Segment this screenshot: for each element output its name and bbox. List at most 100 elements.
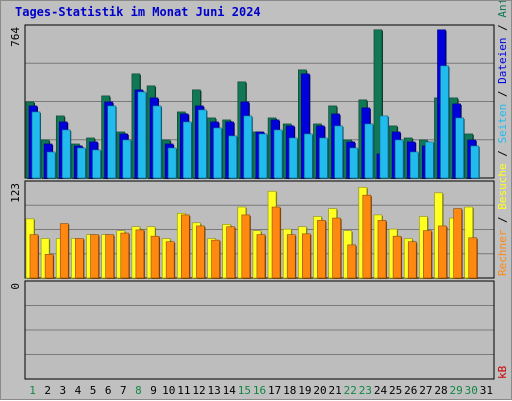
x-tick-day-3: 3 — [60, 384, 67, 397]
bar-seiten-day-21 — [334, 125, 343, 179]
bar-rechner-day-27 — [423, 230, 432, 279]
bar-seiten-day-24 — [379, 115, 389, 179]
bar-seiten-day-7 — [122, 139, 132, 179]
bar-rechner-day-25 — [392, 235, 402, 279]
bar-seiten-day-15 — [243, 115, 253, 179]
bar-seiten-day-14 — [228, 135, 237, 179]
x-tick-day-26: 26 — [404, 384, 417, 397]
bar-seiten-day-16 — [258, 133, 268, 179]
bar-rechner-day-9 — [150, 235, 160, 279]
bar-rechner-day-6 — [105, 234, 114, 279]
bar-seiten-day-11 — [182, 121, 192, 179]
bar-seiten-day-1 — [31, 111, 41, 179]
bar-seiten-day-20 — [319, 137, 328, 179]
bar-seiten-day-12 — [198, 109, 207, 179]
bar-seiten-day-23 — [364, 123, 374, 179]
bar-seiten-day-27 — [425, 141, 434, 179]
x-tick-day-22: 22 — [344, 384, 357, 397]
x-tick-day-12: 12 — [192, 384, 205, 397]
bottom-panel-frame — [24, 280, 495, 380]
x-tick-day-23: 23 — [359, 384, 372, 397]
mid-max-label: 123 — [9, 183, 22, 203]
x-tick-day-5: 5 — [90, 384, 97, 397]
bar-rechner-day-10 — [165, 241, 175, 279]
bar-rechner-day-26 — [407, 241, 417, 279]
x-tick-day-1: 1 — [29, 384, 36, 397]
x-tick-day-9: 9 — [150, 384, 157, 397]
bar-seiten-day-3 — [61, 129, 71, 179]
bar-seiten-day-17 — [273, 129, 283, 179]
bar-rechner-day-21 — [332, 217, 341, 279]
bar-seiten-day-22 — [349, 147, 359, 179]
bar-rechner-day-28 — [438, 225, 447, 279]
legend-besuche: Besuche — [496, 163, 509, 209]
bar-rechner-day-19 — [302, 233, 311, 279]
bar-rechner-day-22 — [347, 244, 357, 279]
x-tick-day-14: 14 — [223, 384, 237, 397]
x-tick-day-29: 29 — [450, 384, 463, 397]
legend-sep: / — [496, 210, 509, 230]
bar-rechner-day-20 — [317, 220, 326, 279]
bar-seiten-day-9 — [152, 105, 162, 179]
x-tick-day-18: 18 — [283, 384, 296, 397]
x-tick-day-15: 15 — [238, 384, 251, 397]
bar-seiten-day-6 — [107, 105, 116, 179]
legend-dateien: Dateien — [496, 38, 509, 84]
bar-seiten-day-28 — [440, 65, 449, 179]
x-tick-day-24: 24 — [374, 384, 388, 397]
x-tick-day-11: 11 — [177, 384, 190, 397]
bar-rechner-day-15 — [241, 214, 251, 279]
bar-rechner-day-8 — [135, 229, 145, 279]
x-tick-day-7: 7 — [120, 384, 127, 397]
bar-seiten-day-26 — [409, 151, 419, 179]
bar-rechner-day-4 — [75, 238, 84, 279]
bottom-max-label: 0 — [9, 283, 22, 290]
bar-rechner-day-11 — [180, 214, 190, 279]
bar-rechner-day-5 — [90, 234, 99, 279]
bar-seiten-day-18 — [288, 137, 298, 179]
bar-seiten-day-29 — [455, 117, 464, 179]
legend-anfragen: Anfragen — [496, 1, 509, 18]
page-title: Tages-Statistik im Monat Juni 2024 — [15, 5, 261, 19]
x-tick-day-17: 17 — [268, 384, 281, 397]
bar-rechner-day-2 — [44, 254, 54, 279]
x-tick-day-4: 4 — [75, 384, 82, 397]
x-tick-day-16: 16 — [253, 384, 266, 397]
x-tick-day-10: 10 — [162, 384, 175, 397]
x-tick-day-8: 8 — [135, 384, 142, 397]
x-tick-day-6: 6 — [105, 384, 112, 397]
x-tick-day-19: 19 — [298, 384, 311, 397]
bar-rechner-day-14 — [226, 226, 235, 279]
bar-seiten-day-2 — [46, 151, 56, 179]
bar-rechner-day-17 — [271, 206, 281, 279]
top-max-label: 764 — [9, 27, 22, 47]
x-tick-day-2: 2 — [44, 384, 51, 397]
bar-rechner-day-3 — [59, 223, 69, 279]
x-tick-day-31: 31 — [480, 384, 493, 397]
bar-rechner-day-24 — [377, 220, 387, 279]
legend-rechner: Rechner — [496, 229, 509, 276]
legend-sep: / — [496, 84, 509, 104]
legend-seiten: Seiten — [496, 104, 509, 144]
bar-rechner-day-18 — [286, 234, 296, 279]
bar-rechner-day-7 — [120, 232, 130, 279]
x-tick-day-27: 27 — [419, 384, 432, 397]
legend-kb: kB — [496, 365, 509, 379]
x-tick-day-30: 30 — [465, 384, 478, 397]
bar-rechner-day-16 — [256, 234, 266, 279]
bar-seiten-day-13 — [213, 127, 222, 179]
legend-sep: / — [496, 18, 509, 38]
x-tick-day-28: 28 — [434, 384, 447, 397]
bar-rechner-day-23 — [362, 194, 372, 279]
x-tick-day-13: 13 — [207, 384, 220, 397]
bar-rechner-day-1 — [29, 234, 39, 279]
x-tick-day-20: 20 — [313, 384, 326, 397]
bar-seiten-day-30 — [470, 145, 480, 179]
bar-seiten-day-25 — [394, 139, 404, 179]
x-tick-day-21: 21 — [329, 384, 342, 397]
bar-seiten-day-5 — [92, 149, 101, 179]
legend-right-upper: Rechner / Besuche / Seiten / Dateien / A… — [496, 1, 509, 276]
bar-seiten-day-19 — [304, 133, 313, 179]
